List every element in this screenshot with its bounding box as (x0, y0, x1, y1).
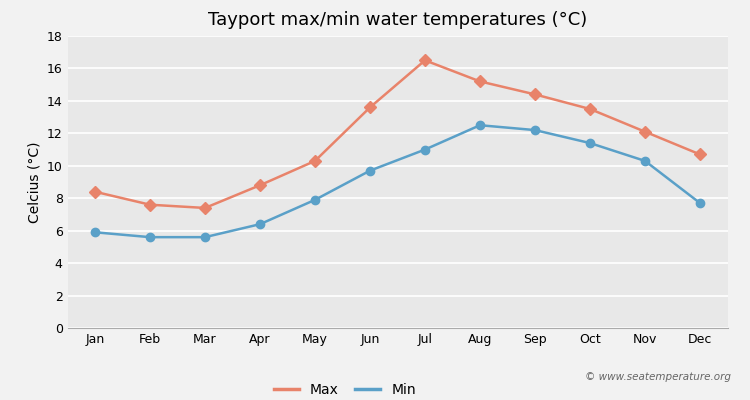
Max (256, 183, 265, 188)
Min (695, 201, 704, 206)
Min (365, 168, 374, 173)
Max (476, 79, 484, 84)
Min (476, 123, 484, 128)
Y-axis label: Celcius (°C): Celcius (°C) (27, 141, 41, 223)
Min (91, 230, 100, 235)
Min (256, 222, 265, 226)
Title: Tayport max/min water temperatures (°C): Tayport max/min water temperatures (°C) (208, 11, 587, 29)
Line: Min: Min (91, 121, 704, 241)
Line: Max: Max (91, 56, 704, 212)
Legend: Max, Min: Max, Min (268, 378, 422, 400)
Max (640, 129, 650, 134)
Max (586, 106, 595, 111)
Min (421, 147, 430, 152)
Min (640, 158, 650, 163)
Min (200, 235, 209, 240)
Min (530, 128, 539, 132)
Min (586, 141, 595, 146)
Max (530, 92, 539, 97)
Max (310, 158, 320, 163)
Max (200, 206, 209, 210)
Max (365, 105, 374, 110)
Min (146, 235, 154, 240)
Max (91, 189, 100, 194)
Max (695, 152, 704, 157)
Max (421, 58, 430, 63)
Min (310, 198, 320, 202)
Max (146, 202, 154, 207)
Text: © www.seatemperature.org: © www.seatemperature.org (585, 372, 731, 382)
